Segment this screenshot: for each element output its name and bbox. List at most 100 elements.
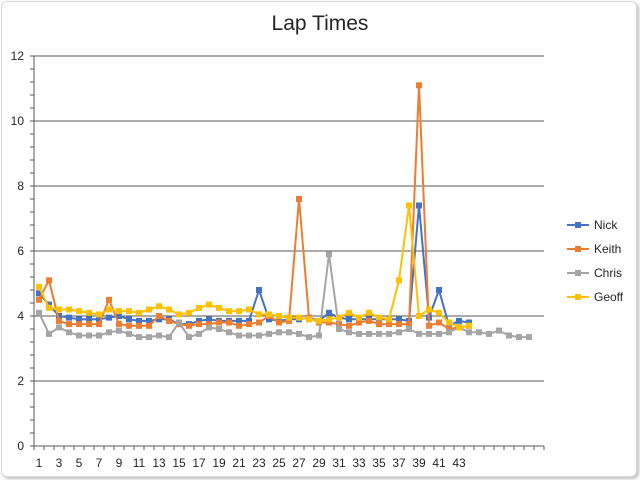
data-point bbox=[216, 319, 222, 326]
data-point bbox=[176, 319, 182, 326]
x-tick-label: 35 bbox=[372, 456, 386, 470]
data-point bbox=[346, 309, 352, 316]
x-tick-label: 17 bbox=[192, 456, 206, 470]
legend-item-geoff: Geoff bbox=[567, 290, 624, 304]
data-point bbox=[96, 332, 102, 339]
data-point bbox=[256, 319, 262, 326]
data-point bbox=[366, 330, 372, 337]
x-tick-label: 37 bbox=[392, 456, 406, 470]
data-point bbox=[246, 306, 252, 313]
x-tick-label: 25 bbox=[272, 456, 286, 470]
data-point bbox=[76, 332, 82, 339]
data-point bbox=[436, 287, 442, 293]
data-point bbox=[186, 322, 192, 329]
x-tick-label: 33 bbox=[352, 456, 366, 470]
x-tick-label: 31 bbox=[332, 456, 346, 470]
data-point bbox=[216, 326, 222, 332]
data-point bbox=[326, 316, 332, 323]
data-point bbox=[356, 319, 362, 326]
data-point bbox=[426, 330, 432, 337]
x-tick-label: 7 bbox=[96, 456, 103, 470]
data-point bbox=[76, 316, 82, 323]
data-point bbox=[36, 309, 42, 316]
x-tick-label: 1 bbox=[36, 456, 43, 470]
data-point bbox=[196, 317, 202, 324]
data-point bbox=[146, 322, 152, 329]
data-point bbox=[416, 313, 422, 319]
data-point bbox=[306, 334, 312, 341]
data-point bbox=[206, 301, 212, 308]
data-point bbox=[46, 277, 52, 284]
data-point bbox=[36, 296, 42, 303]
data-point bbox=[426, 322, 432, 329]
data-point bbox=[196, 321, 202, 328]
data-point bbox=[416, 82, 422, 89]
data-point bbox=[326, 309, 332, 316]
data-point bbox=[316, 332, 322, 339]
data-point bbox=[126, 322, 132, 329]
data-point bbox=[296, 330, 302, 337]
data-point bbox=[346, 316, 352, 323]
x-tick-label: 13 bbox=[152, 456, 166, 470]
x-tick-label: 9 bbox=[116, 456, 123, 470]
data-point bbox=[466, 322, 472, 329]
data-point bbox=[56, 317, 62, 324]
data-point bbox=[396, 277, 402, 284]
data-point bbox=[166, 334, 172, 341]
data-point bbox=[236, 322, 242, 329]
data-point bbox=[86, 321, 92, 328]
data-point bbox=[296, 314, 302, 321]
data-point bbox=[116, 321, 122, 328]
y-tick-label: 8 bbox=[17, 179, 24, 193]
x-tick-label: 19 bbox=[212, 456, 226, 470]
legend-label: Chris bbox=[594, 266, 622, 280]
data-point bbox=[126, 316, 132, 323]
x-tick-label: 41 bbox=[432, 456, 446, 470]
legend-swatch-marker bbox=[575, 222, 581, 228]
data-point bbox=[376, 321, 382, 328]
y-tick-label: 6 bbox=[17, 244, 24, 258]
legend-label: Keith bbox=[594, 242, 621, 256]
data-point bbox=[256, 332, 262, 339]
series-line-geoff bbox=[38, 204, 470, 329]
data-point bbox=[396, 329, 402, 336]
data-point bbox=[326, 319, 332, 326]
x-tick-label: 23 bbox=[252, 456, 266, 470]
legend-label: Nick bbox=[594, 218, 618, 232]
data-point bbox=[106, 306, 112, 313]
data-point bbox=[106, 314, 112, 321]
data-point bbox=[246, 332, 252, 339]
data-point bbox=[236, 332, 242, 339]
data-point bbox=[376, 330, 382, 337]
data-point bbox=[96, 321, 102, 328]
data-point bbox=[136, 334, 142, 341]
series-geoff bbox=[36, 202, 472, 331]
data-point bbox=[406, 321, 412, 328]
data-point bbox=[456, 317, 462, 324]
data-point bbox=[206, 321, 212, 328]
x-tick-label: 15 bbox=[172, 456, 186, 470]
chart-title: Lap Times bbox=[271, 12, 369, 35]
data-point bbox=[136, 309, 142, 316]
data-point bbox=[116, 308, 122, 315]
data-point bbox=[446, 326, 452, 332]
data-point bbox=[106, 329, 112, 336]
data-point bbox=[76, 321, 82, 328]
data-point bbox=[476, 329, 482, 336]
data-point bbox=[386, 321, 392, 328]
data-point bbox=[116, 313, 122, 319]
data-point bbox=[276, 319, 282, 326]
x-tick-label: 27 bbox=[292, 456, 306, 470]
data-point bbox=[226, 308, 232, 315]
data-point bbox=[356, 314, 362, 321]
data-point bbox=[416, 202, 422, 209]
data-point bbox=[266, 316, 272, 323]
data-point bbox=[176, 311, 182, 318]
data-point bbox=[146, 306, 152, 313]
data-point bbox=[66, 329, 72, 336]
data-point bbox=[506, 332, 512, 339]
data-point bbox=[156, 303, 162, 310]
x-tick-label: 29 bbox=[312, 456, 326, 470]
